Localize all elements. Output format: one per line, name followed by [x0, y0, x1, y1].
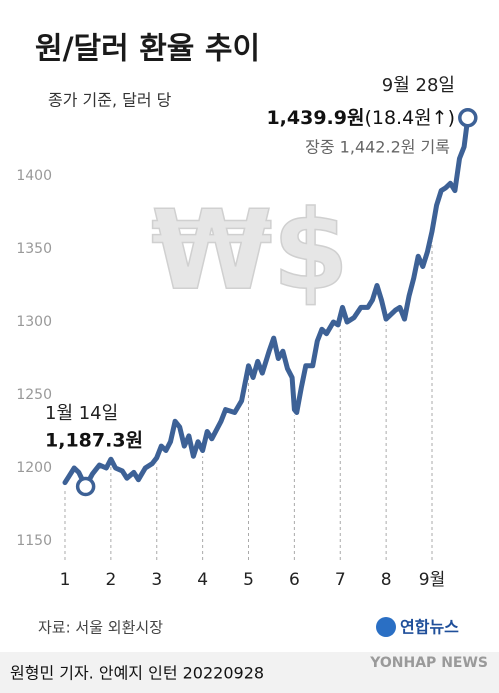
y-tick-label: 1300 — [16, 314, 52, 330]
end-label: 1,439.9원(18.4원↑) — [266, 107, 455, 129]
y-tick-label: 1400 — [16, 168, 52, 184]
end-intraday: 장중 1,442.2원 기록 — [305, 138, 450, 157]
credit: 원형민 기자. 안예지 인턴 20220928 — [10, 664, 264, 683]
x-tick-label: 5 — [243, 570, 254, 590]
end-change: (18.4원↑) — [364, 107, 455, 129]
x-tick-label: 1 — [60, 570, 71, 590]
logo: 연합뉴스 — [400, 618, 459, 637]
x-tick-label: 8 — [381, 570, 392, 590]
footer-band — [0, 652, 499, 693]
y-tick-label: 1200 — [16, 460, 52, 476]
end-date: 9월 28일 — [382, 75, 455, 96]
subtitle: 종가 기준, 달러 당 — [48, 91, 172, 110]
data-line — [62, 115, 471, 489]
start-value-label: 1,187.3원 — [45, 430, 143, 452]
x-tick-label: 6 — [289, 570, 300, 590]
x-tick-label: 4 — [197, 570, 208, 590]
x-tick-label: 2 — [105, 570, 116, 590]
y-tick-label: 1150 — [16, 533, 52, 549]
x-tick-label: 7 — [335, 570, 346, 590]
x-tick-label: 3 — [151, 570, 162, 590]
decoration: ₩$ — [151, 186, 349, 314]
highlight-point — [458, 107, 478, 128]
watermark: YONHAP NEWS — [369, 655, 488, 671]
x-tick-label: 9월 — [419, 570, 445, 590]
highlight-point — [75, 476, 96, 497]
chart-title: 원/달러 환율 추이 — [35, 32, 260, 67]
y-tick-label: 1250 — [16, 387, 52, 403]
end-value-label: 1,439.9원 — [266, 107, 364, 129]
logo-icon — [376, 617, 396, 637]
y-tick-label: 1350 — [16, 241, 52, 257]
start-date: 1월 14일 — [45, 403, 118, 424]
source: 자료: 서울 외환시장 — [38, 619, 163, 637]
